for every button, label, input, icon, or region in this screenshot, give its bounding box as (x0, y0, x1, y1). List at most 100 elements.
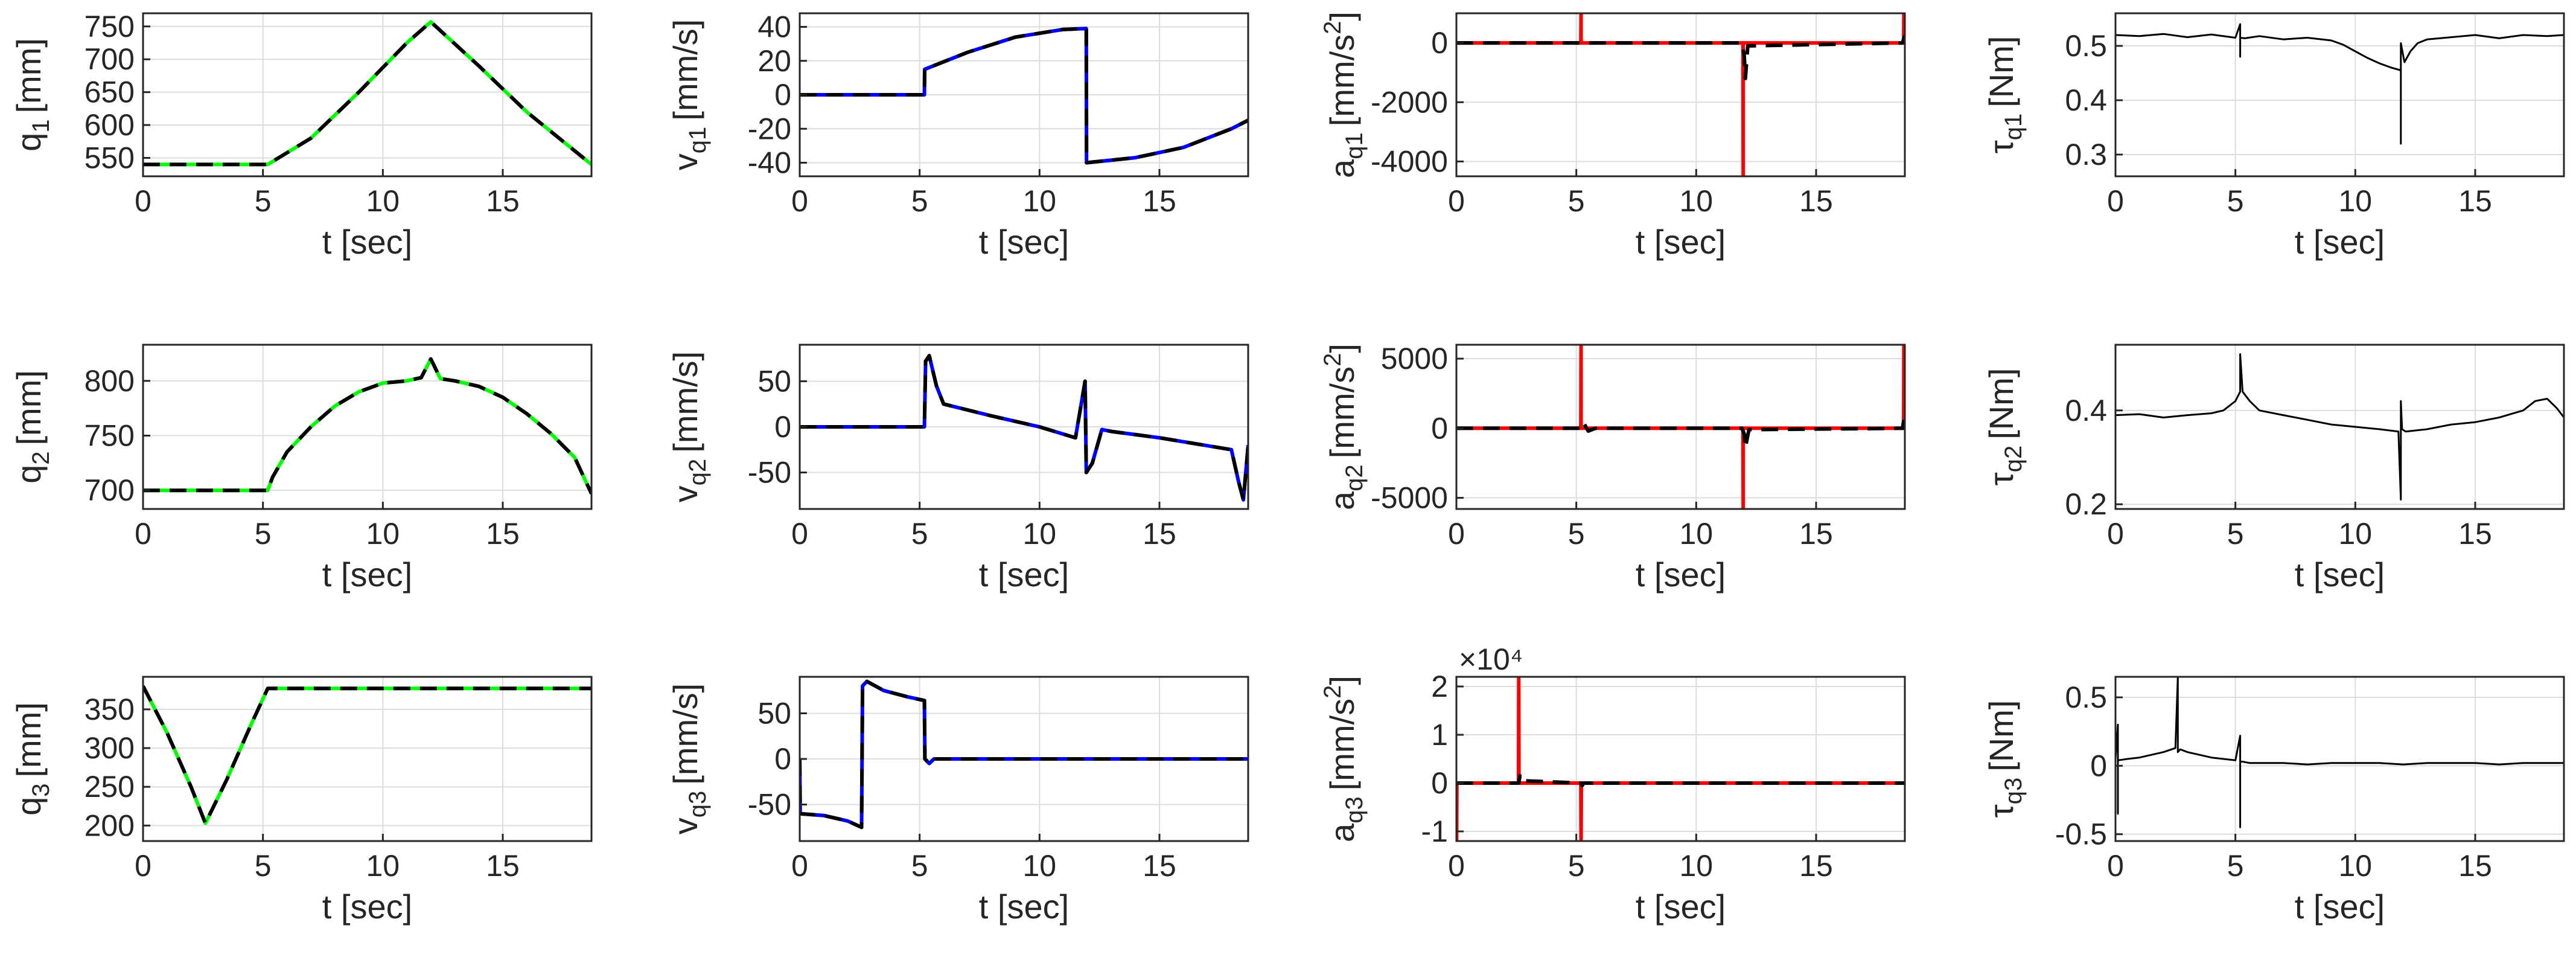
series-group (143, 357, 591, 494)
series-actual (143, 20, 591, 167)
x-tick-label: 0 (2107, 184, 2124, 218)
y-axis-label: τq3 [Nm] (1982, 700, 2027, 818)
y-label-symbol: a (1323, 491, 1361, 510)
subplot-q2: 0 5 10 15 700 750 800 t [sec] q2 [mm] (10, 344, 593, 593)
series-group (800, 27, 1248, 165)
y-tick-label: 0.5 (2065, 680, 2107, 714)
y-tick-label: 0.3 (2065, 138, 2107, 171)
y-tick-label: 300 (84, 731, 135, 765)
y-label-bracket: ] (1323, 11, 1361, 21)
y-label-unit: [mm] (10, 702, 48, 777)
y-axis-label: q2 [mm] (10, 370, 54, 484)
y-label-unit: [mm/s] (666, 19, 704, 121)
y-label-unit: [mm/s] (666, 683, 704, 785)
x-tick-label: 0 (791, 184, 808, 218)
y-label-subscript: q2 (2000, 446, 2027, 473)
y-tick-label: 250 (84, 770, 135, 804)
axes-frame (142, 12, 593, 178)
x-tick-label: 5 (1568, 517, 1585, 551)
x-tick-label: 0 (2107, 517, 2124, 551)
y-tick-label: 50 (757, 364, 791, 398)
y-tick-label: 0.5 (2065, 29, 2107, 63)
x-tick-label: 15 (1799, 849, 1833, 883)
x-tick-label: 5 (911, 849, 928, 883)
y-tick-label: 0 (1431, 411, 1448, 445)
y-tick-label: 650 (84, 75, 135, 109)
y-label-subscript: q1 (684, 127, 711, 154)
x-tick-label: 15 (1799, 517, 1833, 551)
subplot-q3: 0 5 10 15 200 250 300 350 t [sec] q3 [mm] (10, 676, 593, 926)
y-axis-label: τq2 [Nm] (1982, 368, 2027, 486)
series-group (1456, 345, 1905, 509)
axes-box (1455, 676, 1906, 842)
series-group (800, 354, 1248, 502)
y-tick-label: 350 (84, 693, 135, 726)
y-label-subscript: 3 (28, 784, 54, 797)
axes-box (142, 676, 593, 842)
x-tick-label: 10 (366, 184, 400, 218)
x-tick-label: 0 (1448, 517, 1465, 551)
y-tick-label: 0 (1431, 766, 1448, 800)
x-axis-label: t [sec] (2295, 223, 2385, 261)
y-label-subscript: 2 (28, 452, 54, 465)
y-label-subscript: q3 (1341, 796, 1368, 824)
y-axis-label: vq2 [mm/s] (666, 351, 711, 502)
y-axis-label: aq2 [mm/s2] (1319, 344, 1368, 510)
y-label-unit: [mm/s (1323, 366, 1361, 458)
x-tick-label: 0 (135, 184, 151, 218)
axes-frame (142, 676, 593, 842)
x-tick-label: 0 (791, 849, 808, 883)
subplot-t1: 0 5 10 15 0.3 0.4 0.5 t [sec] τq1 [Nm] (1982, 12, 2565, 261)
y-tick-label: -5000 (1371, 481, 1448, 515)
axes-box (142, 344, 593, 510)
x-tick-label: 15 (1143, 517, 1176, 551)
y-label-subscript: q2 (684, 459, 711, 486)
series-group (143, 685, 591, 825)
x-tick-label: 10 (2339, 849, 2373, 883)
y-label-unit: [Nm] (1982, 36, 2020, 107)
y-tick-label: 700 (84, 473, 135, 507)
x-tick-label: 5 (255, 517, 272, 551)
series-group (143, 20, 591, 167)
y-tick-label: -2000 (1371, 85, 1448, 119)
x-tick-label: 10 (1023, 849, 1057, 883)
y-label-subscript: q1 (2000, 114, 2027, 141)
series-torque (2115, 353, 2564, 501)
axes-frame (2114, 676, 2565, 842)
y-label-unit: [mm/s (1323, 699, 1361, 790)
y-label-unit: [mm] (10, 370, 48, 445)
axes-box (2114, 344, 2565, 510)
y-axis-label: q3 [mm] (10, 702, 54, 816)
x-tick-label: 10 (366, 849, 400, 883)
axes-frame (2114, 12, 2565, 178)
y-label-symbol: a (1323, 823, 1361, 842)
y-label-bracket: ] (1323, 676, 1361, 685)
series-torque (2115, 677, 2564, 828)
x-tick-label: 10 (1680, 517, 1714, 551)
y-exponent-label: ×10⁴ (1459, 642, 1523, 676)
x-tick-label: 0 (1448, 849, 1465, 883)
x-tick-label: 5 (2227, 517, 2244, 551)
x-tick-label: 0 (135, 849, 151, 883)
series-group (1456, 13, 1905, 176)
axes-frame (1455, 344, 1906, 510)
series-actual (800, 679, 1248, 830)
x-tick-label: 15 (486, 517, 520, 551)
y-axis-label: q1 [mm] (10, 38, 54, 152)
x-tick-label: 5 (911, 184, 928, 218)
x-tick-label: 5 (2227, 184, 2244, 218)
y-tick-label: -20 (748, 112, 791, 146)
y-label-unit: [mm] (10, 38, 48, 113)
y-label-symbol: q (10, 797, 48, 816)
x-tick-label: 15 (2458, 184, 2492, 218)
y-label-subscript: q1 (1341, 132, 1368, 159)
x-axis-label: t [sec] (1636, 888, 1726, 926)
x-tick-label: 0 (2107, 849, 2124, 883)
series-group (2115, 23, 2564, 145)
x-tick-label: 0 (791, 517, 808, 551)
x-tick-label: 15 (486, 849, 520, 883)
